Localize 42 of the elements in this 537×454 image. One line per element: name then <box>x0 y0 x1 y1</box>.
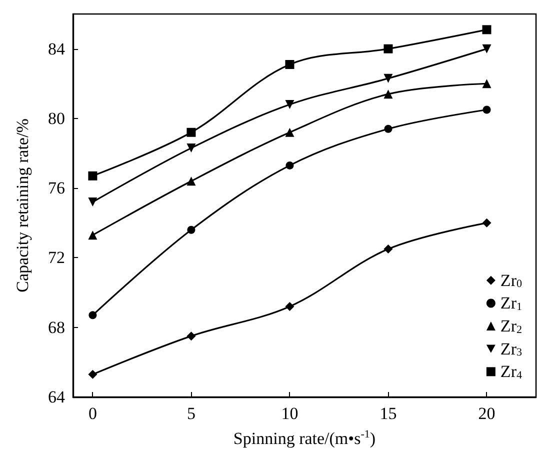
point <box>88 230 98 240</box>
x-tick-label: 20 <box>478 404 496 423</box>
legend-label: Zr3 <box>500 339 522 359</box>
y-axis-title: Capacity retaining rate/% <box>13 118 32 292</box>
point <box>285 128 294 137</box>
point <box>384 44 393 54</box>
point <box>186 128 196 137</box>
x-tick-label: 10 <box>281 404 298 423</box>
point <box>482 106 491 114</box>
y-tick-label: 68 <box>48 318 65 337</box>
point <box>482 218 492 228</box>
x-tick-label: 15 <box>380 404 397 423</box>
point <box>384 244 393 254</box>
point <box>186 144 196 153</box>
point <box>186 176 196 186</box>
point <box>88 198 98 207</box>
point <box>88 311 97 320</box>
x-tick-label: 0 <box>88 404 97 423</box>
y-tick-label: 64 <box>48 388 66 406</box>
legend-label: Zr0 <box>500 270 522 290</box>
point <box>482 25 492 34</box>
point <box>88 370 98 379</box>
point <box>285 100 294 110</box>
point <box>187 226 196 234</box>
legend-label: Zr4 <box>500 362 522 382</box>
point <box>384 90 393 99</box>
y-tick-label: 72 <box>48 248 65 268</box>
y-tick-label: 80 <box>48 108 65 128</box>
point <box>482 44 492 54</box>
point <box>88 171 98 180</box>
point <box>285 302 294 311</box>
legend-label: Zr1 <box>500 294 522 314</box>
point <box>482 79 492 88</box>
y-tick-label: 76 <box>48 178 65 198</box>
y-tick-label: 84 <box>48 39 66 58</box>
point <box>384 74 393 83</box>
point <box>285 60 294 69</box>
point <box>286 161 294 170</box>
x-tick-label: 5 <box>186 404 196 423</box>
point <box>384 124 392 133</box>
point <box>186 332 196 341</box>
legend-label: Zr2 <box>500 316 522 336</box>
